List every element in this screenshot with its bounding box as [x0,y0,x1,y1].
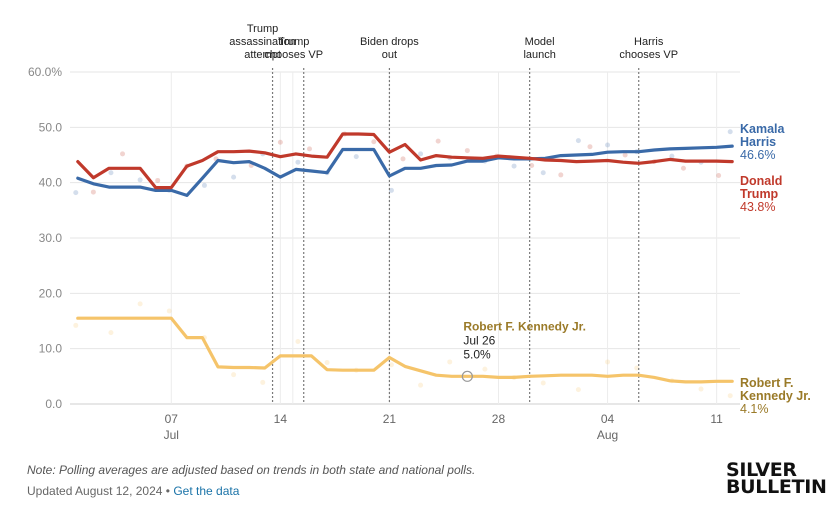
poll-dot [108,330,114,336]
series-end-label: Donald [740,174,782,188]
poll-dot [155,177,161,183]
poll-dot [388,362,394,368]
poll-dot [435,138,441,144]
poll-dot [447,359,453,365]
y-tick-label: 0.0 [45,397,62,411]
poll-dot [90,189,96,195]
poll-dot [418,151,424,157]
poll-dot [622,152,628,158]
poll-dot [727,393,733,399]
event-label: Biden drops [360,36,419,48]
y-tick-label: 20.0 [39,286,63,300]
poll-dot [137,301,143,307]
get-the-data-link[interactable]: Get the data [173,484,240,498]
tooltip-marker [461,370,473,382]
x-month-label: Aug [597,428,618,442]
poll-dot [716,172,722,178]
series-end-value: 46.6% [740,148,775,162]
poll-dot [680,165,686,171]
poll-dot [418,382,424,388]
polling-average-chart: 0.0 10.0 20.0 30.0 40.0 50.0 60.0% 07 Jul 14 21 28 0… [28,23,811,442]
poll-dot [324,360,330,365]
poll-dot [295,338,301,344]
poll-dot [231,372,237,378]
series-end-value: 43.8% [740,200,775,214]
poll-dot [108,170,114,176]
poll-dot [727,129,733,135]
poll-dot [698,386,704,392]
poll-dot [137,177,143,183]
poll-dot [669,153,675,159]
logo-line-2: BULLETIN [726,476,827,498]
event-label: launch [523,49,555,61]
poll-dot [575,387,581,393]
poll-dot [464,148,470,154]
logo-line-1: SILVER [726,459,797,481]
y-tick-label: 10.0 [39,342,63,356]
poll-dot [231,174,237,180]
poll-dot [201,182,207,188]
event-label: Trump [278,36,309,48]
series-end-label: Trump [740,187,779,201]
poll-dot [353,154,359,160]
poll-dot [605,359,611,365]
poll-dot [529,163,535,169]
poll-dot [400,156,406,162]
x-tick-label: 11 [710,412,723,426]
series-end-value: 4.1% [740,402,769,416]
poll-dot [575,138,581,144]
footnote: Note: Polling averages are adjusted base… [27,463,476,477]
poll-dot [73,322,79,328]
poll-dot [307,146,313,152]
event-label: attempt [244,49,281,61]
event-label: chooses VP [619,49,678,61]
tooltip-value: 5.0% [463,347,491,361]
poll-dot [605,142,611,148]
y-tick-label: 30.0 [39,231,63,245]
poll-dot [511,163,517,169]
poll-dot [634,365,640,371]
separator: • [165,484,170,498]
poll-dot [558,172,564,178]
poll-dot [388,187,394,193]
series-end-label: Kamala [740,122,786,136]
event-label: Trump [247,23,278,35]
poll-dot [260,379,266,385]
x-month-label: Jul [164,428,179,442]
series-end-label: Robert F. [740,376,793,390]
event-label: Model [525,36,555,48]
x-tick-label: 07 [165,412,179,426]
updated-date: Updated August 12, 2024 [27,484,163,498]
event-label: Harris [634,36,664,48]
x-tick-label: 21 [383,412,397,426]
x-tick-label: 04 [601,412,615,426]
x-tick-label: 14 [274,412,288,426]
series-end-label: Harris [740,135,776,149]
poll-dot [73,190,79,196]
tooltip-title: Robert F. Kennedy Jr. [463,319,586,333]
x-tick-label: 28 [492,412,506,426]
y-tick-label: 40.0 [39,176,63,190]
poll-dot [540,380,546,386]
event-label: out [382,49,397,61]
poll-dot [371,139,377,145]
y-tick-label: 50.0 [39,120,63,134]
updated-line: Updated August 12, 2024 • Get the data [27,484,239,498]
poll-dot [587,144,593,150]
poll-dot [540,170,546,176]
poll-dot [120,151,126,157]
series-line-kamala-harris [76,144,734,197]
poll-dot [482,366,488,372]
event-label: assassination [229,36,296,48]
poll-dot [166,308,172,314]
poll-dot [277,139,283,145]
event-label: chooses VP [264,49,323,61]
poll-dot [295,159,301,165]
tooltip-date: Jul 26 [463,333,495,347]
series-line-robert-f-kennedy-jr- [76,316,734,384]
series-end-label: Kennedy Jr. [740,389,811,403]
y-tick-label: 60.0% [28,65,62,79]
series-line-donald-trump [76,132,734,190]
silver-bulletin-logo: SILVER BULLETIN [726,459,827,498]
